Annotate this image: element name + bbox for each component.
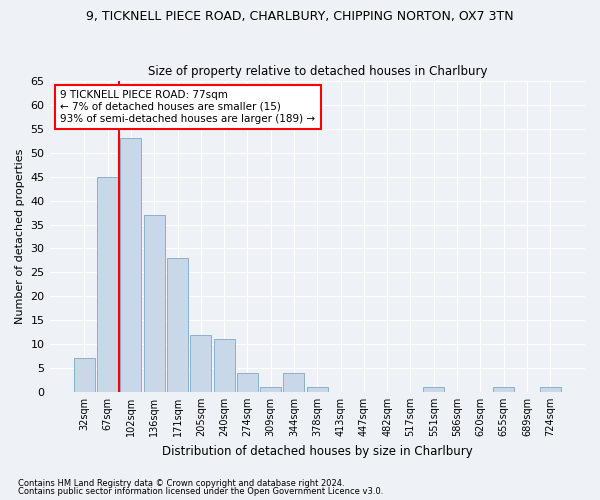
Bar xyxy=(214,340,235,392)
Bar xyxy=(493,387,514,392)
Text: Contains HM Land Registry data © Crown copyright and database right 2024.: Contains HM Land Registry data © Crown c… xyxy=(18,478,344,488)
Bar xyxy=(307,387,328,392)
Bar xyxy=(423,387,444,392)
Bar xyxy=(144,215,165,392)
Bar xyxy=(74,358,95,392)
Text: Contains public sector information licensed under the Open Government Licence v3: Contains public sector information licen… xyxy=(18,487,383,496)
Text: 9 TICKNELL PIECE ROAD: 77sqm
← 7% of detached houses are smaller (15)
93% of sem: 9 TICKNELL PIECE ROAD: 77sqm ← 7% of det… xyxy=(60,90,316,124)
X-axis label: Distribution of detached houses by size in Charlbury: Distribution of detached houses by size … xyxy=(162,444,473,458)
Bar xyxy=(260,387,281,392)
Bar xyxy=(167,258,188,392)
Bar xyxy=(97,176,118,392)
Bar xyxy=(190,334,211,392)
Bar xyxy=(237,373,258,392)
Text: 9, TICKNELL PIECE ROAD, CHARLBURY, CHIPPING NORTON, OX7 3TN: 9, TICKNELL PIECE ROAD, CHARLBURY, CHIPP… xyxy=(86,10,514,23)
Bar xyxy=(539,387,560,392)
Bar xyxy=(121,138,142,392)
Title: Size of property relative to detached houses in Charlbury: Size of property relative to detached ho… xyxy=(148,66,487,78)
Y-axis label: Number of detached properties: Number of detached properties xyxy=(15,149,25,324)
Bar xyxy=(283,373,304,392)
